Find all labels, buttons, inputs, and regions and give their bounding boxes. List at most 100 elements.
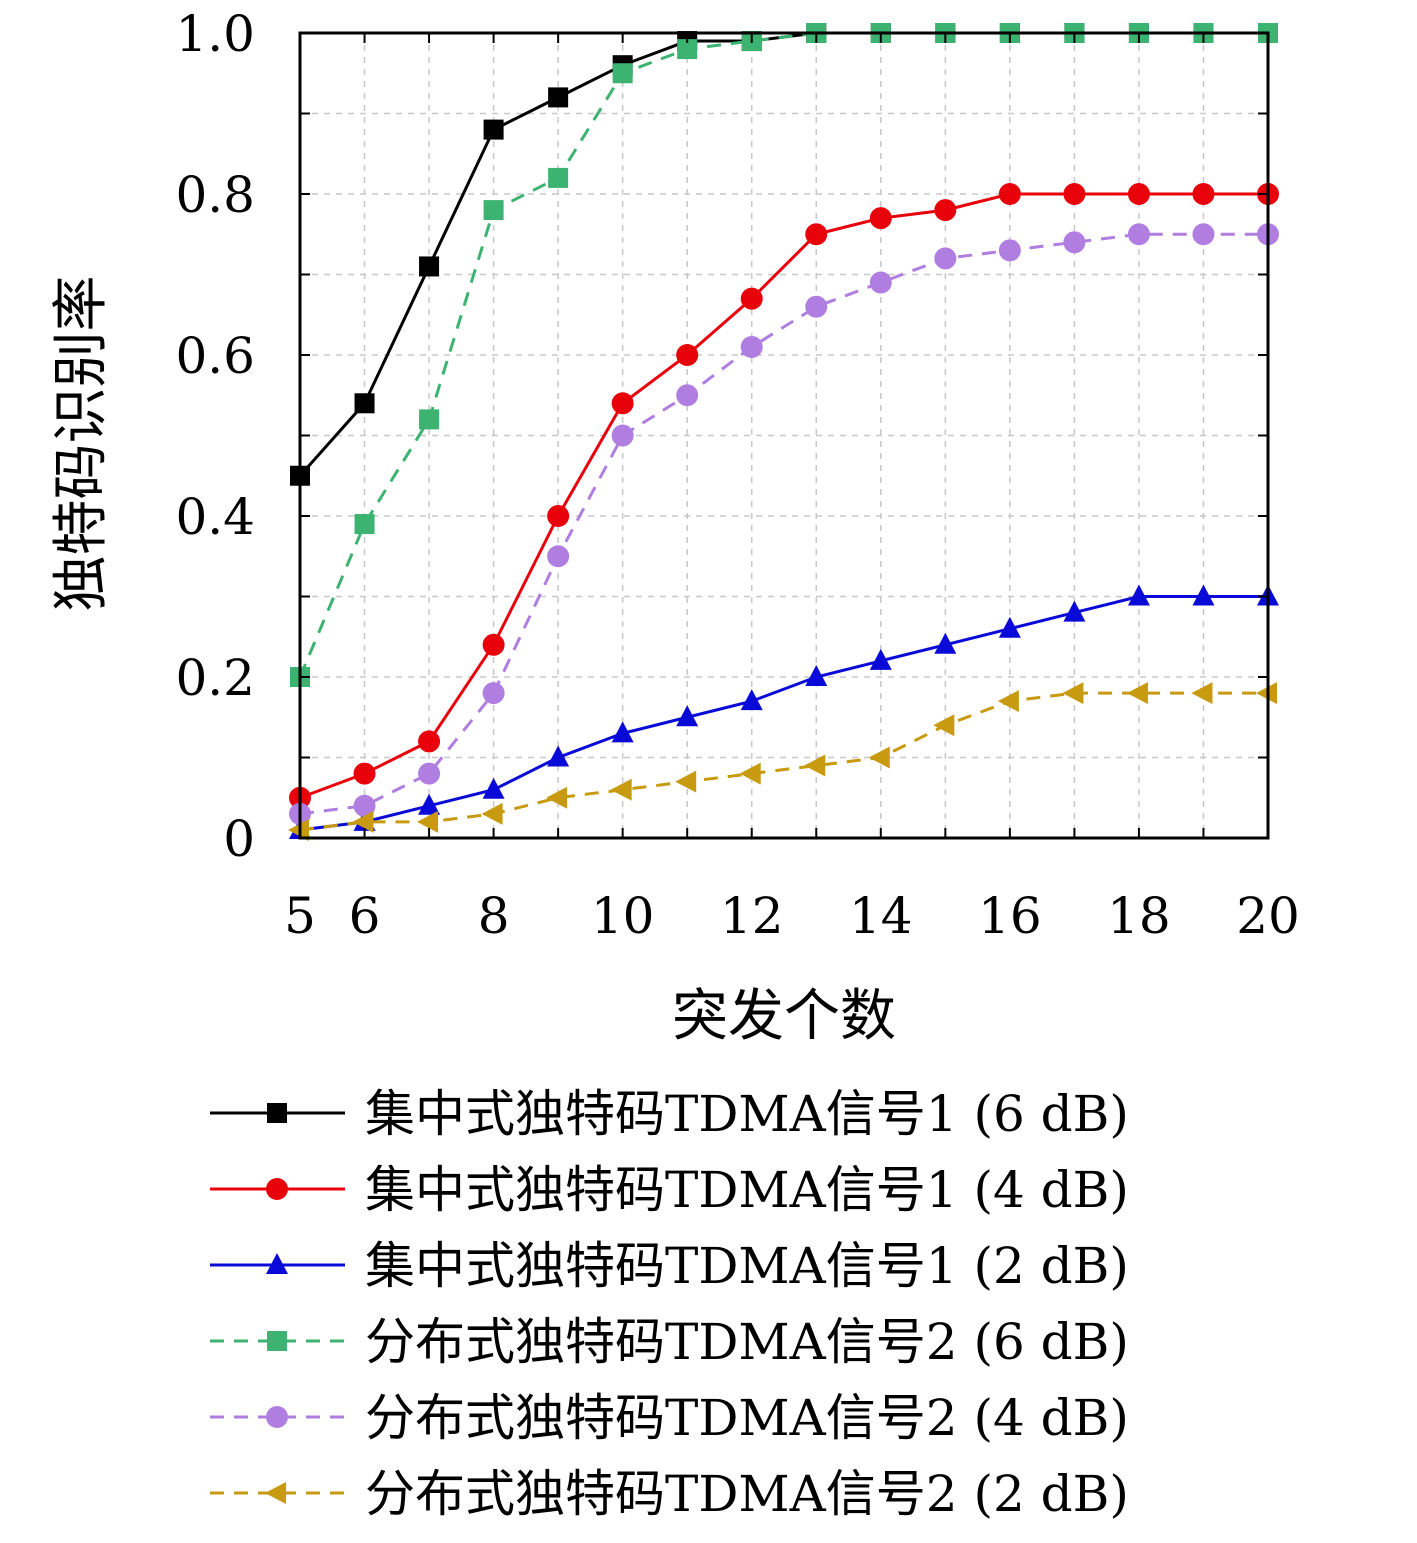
series-6 xyxy=(288,682,1277,841)
x-tick-label: 14 xyxy=(849,887,913,945)
y-tick-label: 0.2 xyxy=(175,649,255,707)
legend-item: 分布式独特码TDMA信号2 (4 dB) xyxy=(210,1389,1129,1447)
data-point xyxy=(1062,682,1084,705)
series-line xyxy=(299,595,1268,832)
legend-label: 分布式独特码TDMA信号2 (4 dB) xyxy=(365,1389,1129,1447)
legend-item: 分布式独特码TDMA信号2 (6 dB) xyxy=(210,1313,1129,1371)
data-point xyxy=(805,665,828,686)
legend-item: 分布式独特码TDMA信号2 (2 dB) xyxy=(210,1465,1129,1523)
axis-ticks: 5 6 8 10 12 14 16 18 20 0 0.2 0.4 0.6 0.8 1.0 xyxy=(175,5,1299,945)
data-point xyxy=(998,239,1021,262)
y-tick-label: 1.0 xyxy=(175,5,255,63)
data-point xyxy=(419,409,440,430)
data-point xyxy=(676,344,699,366)
data-point xyxy=(419,256,440,277)
x-tick-label: 6 xyxy=(349,887,381,945)
data-point xyxy=(805,223,828,246)
data-point xyxy=(483,119,504,140)
legend-label: 分布式独特码TDMA信号2 (6 dB) xyxy=(365,1313,1129,1371)
data-point xyxy=(482,682,505,705)
legend-item: 集中式独特码TDMA信号1 (4 dB) xyxy=(210,1161,1129,1219)
data-point xyxy=(804,754,826,777)
data-point xyxy=(740,335,763,358)
legend-marker xyxy=(267,1331,287,1351)
data-point xyxy=(1127,584,1150,606)
data-point xyxy=(997,690,1019,713)
data-point xyxy=(739,762,761,785)
data-point xyxy=(933,714,955,737)
data-point xyxy=(611,392,634,415)
data-point xyxy=(483,200,504,221)
x-tick-label: 8 xyxy=(478,887,510,945)
data-point xyxy=(869,207,892,230)
data-point xyxy=(547,545,570,568)
series-line xyxy=(299,691,1268,832)
legend: 集中式独特码TDMA信号1 (6 dB) 集中式独特码TDMA信号1 (4 dB)… xyxy=(210,1085,1129,1523)
data-point xyxy=(675,770,697,793)
x-axis-title: 突发个数 xyxy=(672,984,896,1049)
y-tick-label: 0.8 xyxy=(175,166,255,224)
data-point xyxy=(354,393,375,414)
data-point xyxy=(998,183,1021,205)
data-point xyxy=(482,777,505,799)
x-tick-label: 10 xyxy=(591,887,655,945)
data-point xyxy=(934,199,957,222)
data-point xyxy=(418,730,441,753)
legend-marker xyxy=(266,1406,288,1428)
legend-marker xyxy=(266,1253,288,1274)
data-point xyxy=(805,295,828,318)
data-point xyxy=(1192,223,1215,246)
data-point xyxy=(418,762,441,785)
legend-label: 集中式独特码TDMA信号1 (4 dB) xyxy=(365,1161,1129,1219)
data-point xyxy=(740,287,763,310)
series-line xyxy=(299,232,1268,816)
series-layer xyxy=(288,23,1279,841)
data-point xyxy=(676,384,699,407)
data-point xyxy=(677,39,698,60)
series-line xyxy=(298,31,1268,477)
data-point xyxy=(547,505,570,527)
data-point xyxy=(547,745,570,767)
data-point xyxy=(1191,682,1213,705)
data-point xyxy=(353,762,376,785)
series-line xyxy=(299,192,1268,800)
data-point xyxy=(418,793,441,815)
legend-label: 分布式独特码TDMA信号2 (2 dB) xyxy=(365,1465,1129,1523)
data-point xyxy=(1127,223,1150,246)
data-point xyxy=(353,794,376,817)
data-point xyxy=(998,616,1021,638)
legend-marker xyxy=(267,1103,287,1123)
data-point xyxy=(482,633,505,656)
data-point xyxy=(417,810,439,833)
data-point xyxy=(548,87,569,108)
data-point xyxy=(546,786,568,809)
legend-item: 集中式独特码TDMA信号1 (6 dB) xyxy=(210,1085,1129,1143)
data-point xyxy=(934,247,957,270)
data-point xyxy=(869,648,892,670)
data-point xyxy=(352,810,374,833)
data-point xyxy=(1063,231,1086,254)
data-point xyxy=(611,721,634,743)
data-point xyxy=(612,63,633,84)
data-point xyxy=(934,632,957,654)
data-point xyxy=(1127,183,1150,205)
data-point xyxy=(481,802,503,825)
data-point xyxy=(611,424,634,447)
data-point xyxy=(1063,600,1086,622)
data-point xyxy=(869,271,892,294)
x-tick-label: 12 xyxy=(720,887,784,945)
data-point xyxy=(1192,183,1215,205)
legend-marker xyxy=(265,1482,286,1504)
data-point xyxy=(354,514,375,535)
legend-item: 集中式独特码TDMA信号1 (2 dB) xyxy=(210,1237,1129,1295)
y-tick-label: 0 xyxy=(223,810,255,868)
data-point xyxy=(1063,183,1086,205)
x-tick-label: 5 xyxy=(284,887,316,945)
data-point xyxy=(740,689,763,711)
legend-marker xyxy=(266,1178,288,1200)
y-tick-label: 0.4 xyxy=(175,488,255,546)
legend-label: 集中式独特码TDMA信号1 (6 dB) xyxy=(365,1085,1129,1143)
data-point xyxy=(548,167,569,188)
data-point xyxy=(1192,584,1215,606)
